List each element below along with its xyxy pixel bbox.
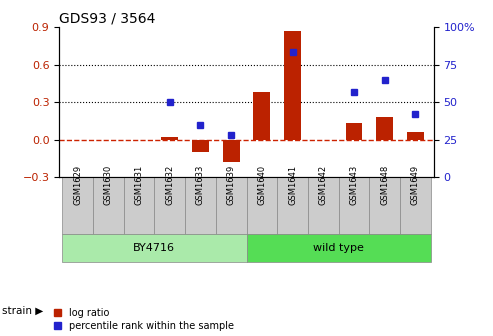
Bar (253, 92, 270, 140)
Text: GSM1649: GSM1649 (411, 164, 420, 205)
Bar (407, 132, 424, 140)
Bar (216, 177, 246, 234)
Text: GSM1631: GSM1631 (135, 164, 143, 205)
Bar (124, 177, 154, 234)
Text: GSM1640: GSM1640 (257, 164, 266, 205)
Bar (185, 177, 216, 234)
Bar (376, 117, 393, 140)
Bar (62, 177, 93, 234)
Text: GSM1642: GSM1642 (319, 164, 328, 205)
Bar (62, 234, 246, 262)
Text: GSM1648: GSM1648 (380, 164, 389, 205)
Bar (346, 123, 362, 140)
Bar (400, 177, 431, 234)
Text: wild type: wild type (313, 243, 364, 253)
Text: GSM1630: GSM1630 (104, 164, 113, 205)
Text: GSM1639: GSM1639 (227, 164, 236, 205)
Bar (284, 31, 301, 140)
Bar (154, 177, 185, 234)
Bar (369, 177, 400, 234)
Text: BY4716: BY4716 (134, 243, 176, 253)
Text: GSM1641: GSM1641 (288, 164, 297, 205)
Text: GSM1633: GSM1633 (196, 164, 205, 205)
Bar (93, 177, 124, 234)
Text: strain ▶: strain ▶ (2, 306, 44, 316)
Bar (308, 177, 339, 234)
Bar (192, 140, 209, 152)
Bar (339, 177, 369, 234)
Legend: log ratio, percentile rank within the sample: log ratio, percentile rank within the sa… (54, 308, 234, 331)
Bar (246, 177, 277, 234)
Bar (246, 234, 431, 262)
Text: GDS93 / 3564: GDS93 / 3564 (59, 12, 155, 26)
Text: GSM1629: GSM1629 (73, 164, 82, 205)
Bar (161, 137, 178, 140)
Bar (277, 177, 308, 234)
Bar (223, 140, 240, 162)
Text: GSM1643: GSM1643 (350, 164, 358, 205)
Text: GSM1632: GSM1632 (165, 164, 174, 205)
